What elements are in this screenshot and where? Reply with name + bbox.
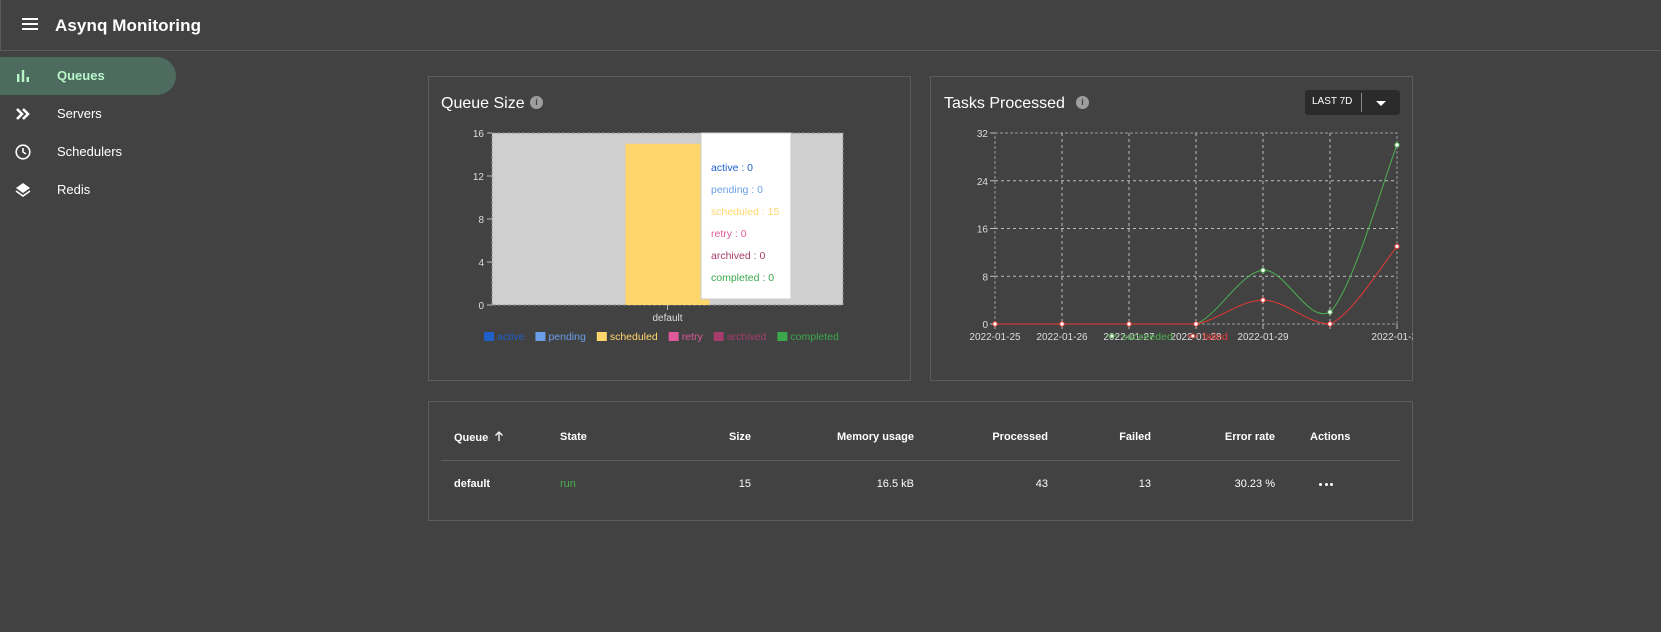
legend-swatch-active — [484, 332, 494, 341]
legend-label-active: active — [497, 331, 525, 343]
menu-icon[interactable] — [20, 14, 40, 34]
queue-size-title: Queue Size — [441, 95, 525, 112]
sidebar-item-label: Queues — [57, 68, 105, 83]
tasks-processed-title: Tasks Processed — [944, 95, 1065, 112]
legend-swatch-retry — [668, 332, 679, 341]
legend-label-pending: pending — [548, 331, 586, 343]
arrow-up-icon — [495, 431, 504, 441]
sidebar-item-schedulers[interactable]: Schedulers — [0, 133, 176, 171]
legend-label-succeeded: succeeded — [1122, 331, 1173, 343]
legend-label-retry: retry — [682, 331, 704, 343]
time-range-label[interactable]: LAST 7D — [1312, 96, 1353, 107]
sidebar: Queues Servers Schedulers Redis — [0, 51, 176, 209]
y-tick-label: 0 — [982, 320, 988, 331]
x-tick-label: 2022-01-29 — [1237, 332, 1289, 343]
row-divider — [441, 460, 1400, 461]
more-horizontal-icon[interactable] — [1316, 474, 1336, 494]
header-actions: Actions — [1310, 431, 1351, 443]
cell-failed: 13 — [1138, 478, 1151, 490]
point-failed-2022-01-26 — [1059, 321, 1065, 327]
x-tick-label: 2022-01-26 — [1036, 332, 1088, 343]
clock-icon — [15, 144, 31, 160]
cell-size: 15 — [738, 478, 751, 490]
point-failed-2022-01-28 — [1193, 321, 1199, 327]
time-range-separator — [1361, 93, 1362, 112]
legend-marker-failed — [1190, 333, 1196, 339]
y-tick-label: 24 — [977, 177, 989, 188]
legend-label-failed: failed — [1203, 331, 1228, 343]
x-tick-label: 2022-01-25 — [969, 332, 1021, 343]
y-tick-label: 16 — [473, 129, 485, 140]
y-tick-label: 4 — [478, 258, 484, 269]
double-chevron-icon — [16, 108, 30, 120]
queue-size-chart: 0 4 8 12 16 default active pending scheduled retr… — [473, 129, 844, 343]
point-succeeded-2022-01-31 — [1394, 142, 1400, 148]
header-state: State — [560, 431, 587, 443]
cell-queue[interactable]: default — [454, 478, 491, 490]
tooltip-completed: completed : 0 — [711, 272, 774, 284]
tooltip-archived: archived : 0 — [711, 250, 765, 262]
header-failed: Failed — [1119, 431, 1151, 443]
app-bar-edge — [0, 0, 1, 51]
x-tick-label: 2022-01-27 — [1103, 332, 1155, 343]
queues-table: Queue State Size Memory usage Processed … — [428, 401, 1413, 521]
y-tick-label: 32 — [977, 129, 989, 140]
point-succeeded-2022-01-29 — [1260, 267, 1266, 273]
legend-label-scheduled: scheduled — [610, 331, 658, 343]
point-failed-2022-01-27 — [1126, 321, 1132, 327]
header-queue-label: Queue — [454, 432, 489, 444]
cell-memory: 16.5 kB — [876, 478, 914, 490]
legend-label-completed: completed — [790, 331, 839, 343]
tooltip-retry: retry : 0 — [711, 228, 747, 240]
bar-scheduled-default — [625, 143, 710, 305]
legend-marker-succeeded — [1109, 333, 1115, 339]
point-failed-2022-01-30 — [1327, 321, 1333, 327]
y-tick-label: 0 — [478, 301, 484, 312]
x-tick-label: default — [652, 313, 682, 324]
legend-label-archived: archived — [727, 331, 767, 343]
app-bar: Asynq Monitoring — [0, 0, 1661, 51]
info-icon[interactable]: i — [530, 96, 543, 109]
legend-swatch-pending — [535, 332, 546, 341]
header-size: Size — [728, 431, 751, 443]
y-tick-label: 12 — [473, 172, 485, 183]
cell-state: run — [560, 478, 576, 490]
point-failed-2022-01-25 — [992, 321, 998, 327]
y-tick-label: 16 — [977, 225, 989, 236]
tasks-processed-chart: 0 8 16 24 32 2022-01-25 2022-01-26 2022-01-27 20… — [969, 129, 1413, 343]
point-failed-2022-01-29 — [1260, 297, 1266, 303]
tooltip-pending: pending : 0 — [711, 184, 763, 196]
y-tick-label: 8 — [982, 272, 988, 283]
y-tick-label: 8 — [478, 215, 484, 226]
x-tick-label: 2022-01-31 — [1371, 332, 1413, 343]
sidebar-item-redis[interactable]: Redis — [0, 171, 176, 209]
app-title: Asynq Monitoring — [55, 16, 202, 35]
legend-swatch-archived — [713, 332, 724, 341]
cell-processed: 43 — [1035, 478, 1048, 490]
sidebar-item-label: Redis — [57, 182, 91, 197]
sidebar-item-servers[interactable]: Servers — [0, 95, 176, 133]
time-range-button: LAST 7D — [1305, 90, 1400, 115]
point-succeeded-2022-01-30 — [1327, 309, 1333, 315]
header-error-rate: Error rate — [1224, 431, 1275, 443]
chevron-down-icon[interactable] — [1362, 90, 1400, 115]
tooltip-active: active : 0 — [711, 162, 753, 174]
legend-swatch-scheduled — [596, 332, 607, 341]
info-icon[interactable]: i — [1076, 96, 1089, 109]
header-processed: Processed — [992, 431, 1048, 443]
header-memory: Memory usage — [836, 431, 914, 443]
x-tick-label: 2022-01-28 — [1170, 332, 1222, 343]
point-failed-2022-01-31 — [1394, 243, 1400, 250]
cell-error-rate: 30.23 % — [1234, 478, 1275, 490]
sidebar-item-label: Servers — [57, 106, 102, 121]
bar-chart-icon — [17, 70, 29, 82]
tooltip-scheduled: scheduled : 15 — [711, 206, 779, 218]
legend-swatch-completed — [777, 332, 788, 341]
layers-icon — [15, 183, 31, 197]
sidebar-item-queues[interactable]: Queues — [0, 57, 176, 95]
tooltip-box — [700, 132, 792, 300]
header-queue[interactable]: Queue — [454, 431, 504, 444]
sidebar-item-label: Schedulers — [57, 144, 123, 159]
